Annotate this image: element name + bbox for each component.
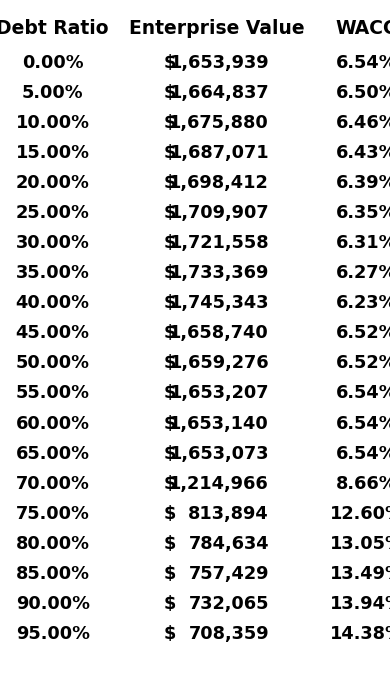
Text: $: $ [163,174,176,192]
Text: 1,658,740: 1,658,740 [169,324,269,342]
Text: 75.00%: 75.00% [16,505,90,523]
Text: 1,745,343: 1,745,343 [170,294,269,312]
Text: Enterprise Value: Enterprise Value [129,19,304,38]
Text: $: $ [163,625,176,643]
Text: 6.23%: 6.23% [336,294,390,312]
Text: 6.54%: 6.54% [336,445,390,462]
Text: $: $ [163,324,176,342]
Text: 1,687,071: 1,687,071 [170,144,269,162]
Text: $: $ [163,565,176,583]
Text: 10.00%: 10.00% [16,114,90,132]
Text: $: $ [163,535,176,553]
Text: 6.54%: 6.54% [336,414,390,433]
Text: 1,653,207: 1,653,207 [170,385,269,402]
Text: 6.43%: 6.43% [336,144,390,162]
Text: 40.00%: 40.00% [16,294,90,312]
Text: 1,653,939: 1,653,939 [170,53,269,72]
Text: 757,429: 757,429 [189,565,269,583]
Text: 15.00%: 15.00% [16,144,90,162]
Text: 13.05%: 13.05% [330,535,390,553]
Text: $: $ [163,294,176,312]
Text: 6.31%: 6.31% [336,234,390,252]
Text: 85.00%: 85.00% [16,565,90,583]
Text: 5.00%: 5.00% [22,84,83,101]
Text: 6.54%: 6.54% [336,385,390,402]
Text: $: $ [163,354,176,372]
Text: 65.00%: 65.00% [16,445,90,462]
Text: $: $ [163,84,176,101]
Text: 30.00%: 30.00% [16,234,90,252]
Text: 14.38%: 14.38% [330,625,390,643]
Text: 35.00%: 35.00% [16,264,90,282]
Text: 0.00%: 0.00% [22,53,83,72]
Text: 6.46%: 6.46% [336,114,390,132]
Text: 6.50%: 6.50% [336,84,390,101]
Text: $: $ [163,595,176,613]
Text: 6.35%: 6.35% [336,204,390,222]
Text: Debt Ratio: Debt Ratio [0,19,109,38]
Text: 1,664,837: 1,664,837 [170,84,269,101]
Text: 813,894: 813,894 [188,505,269,523]
Text: 60.00%: 60.00% [16,414,90,433]
Text: 1,675,880: 1,675,880 [169,114,269,132]
Text: 6.27%: 6.27% [336,264,390,282]
Text: $: $ [163,475,176,493]
Text: $: $ [163,505,176,523]
Text: 25.00%: 25.00% [16,204,90,222]
Text: 784,634: 784,634 [188,535,269,553]
Text: 1,698,412: 1,698,412 [169,174,269,192]
Text: 1,709,907: 1,709,907 [170,204,269,222]
Text: WACC: WACC [336,19,390,38]
Text: $: $ [163,144,176,162]
Text: $: $ [163,114,176,132]
Text: $: $ [163,204,176,222]
Text: $: $ [163,53,176,72]
Text: 12.60%: 12.60% [330,505,390,523]
Text: $: $ [163,414,176,433]
Text: 50.00%: 50.00% [16,354,90,372]
Text: $: $ [163,264,176,282]
Text: 6.39%: 6.39% [336,174,390,192]
Text: 8.66%: 8.66% [336,475,390,493]
Text: 708,359: 708,359 [188,625,269,643]
Text: 55.00%: 55.00% [16,385,90,402]
Text: 90.00%: 90.00% [16,595,90,613]
Text: 45.00%: 45.00% [16,324,90,342]
Text: 6.54%: 6.54% [336,53,390,72]
Text: $: $ [163,445,176,462]
Text: 1,214,966: 1,214,966 [169,475,269,493]
Text: 1,721,558: 1,721,558 [170,234,269,252]
Text: $: $ [163,385,176,402]
Text: 1,659,276: 1,659,276 [170,354,269,372]
Text: 80.00%: 80.00% [16,535,90,553]
Text: $: $ [163,234,176,252]
Text: 20.00%: 20.00% [16,174,90,192]
Text: 6.52%: 6.52% [336,324,390,342]
Text: 732,065: 732,065 [189,595,269,613]
Text: 95.00%: 95.00% [16,625,90,643]
Text: 70.00%: 70.00% [16,475,90,493]
Text: 1,653,140: 1,653,140 [169,414,269,433]
Text: 13.49%: 13.49% [330,565,390,583]
Text: 13.94%: 13.94% [330,595,390,613]
Text: 6.52%: 6.52% [336,354,390,372]
Text: 1,653,073: 1,653,073 [170,445,269,462]
Text: 1,733,369: 1,733,369 [170,264,269,282]
